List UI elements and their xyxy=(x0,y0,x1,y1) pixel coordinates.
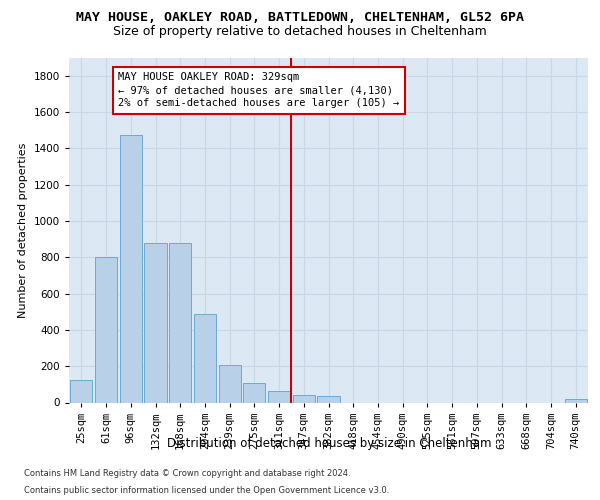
Text: MAY HOUSE OAKLEY ROAD: 329sqm
← 97% of detached houses are smaller (4,130)
2% of: MAY HOUSE OAKLEY ROAD: 329sqm ← 97% of d… xyxy=(118,72,400,108)
Text: MAY HOUSE, OAKLEY ROAD, BATTLEDOWN, CHELTENHAM, GL52 6PA: MAY HOUSE, OAKLEY ROAD, BATTLEDOWN, CHEL… xyxy=(76,11,524,24)
Bar xyxy=(119,134,142,402)
Text: Distribution of detached houses by size in Cheltenham: Distribution of detached houses by size … xyxy=(167,438,491,450)
Text: Size of property relative to detached houses in Cheltenham: Size of property relative to detached ho… xyxy=(113,25,487,38)
Bar xyxy=(317,396,340,402)
Bar xyxy=(169,242,191,402)
Bar xyxy=(194,314,216,402)
Bar xyxy=(145,242,167,402)
Bar xyxy=(218,366,241,403)
Text: Contains HM Land Registry data © Crown copyright and database right 2024.: Contains HM Land Registry data © Crown c… xyxy=(24,468,350,477)
Y-axis label: Number of detached properties: Number of detached properties xyxy=(18,142,28,318)
Text: Contains public sector information licensed under the Open Government Licence v3: Contains public sector information licen… xyxy=(24,486,389,495)
Bar xyxy=(243,384,265,402)
Bar xyxy=(293,395,315,402)
Bar xyxy=(70,380,92,402)
Bar xyxy=(268,390,290,402)
Bar xyxy=(95,257,117,402)
Bar xyxy=(565,399,587,402)
